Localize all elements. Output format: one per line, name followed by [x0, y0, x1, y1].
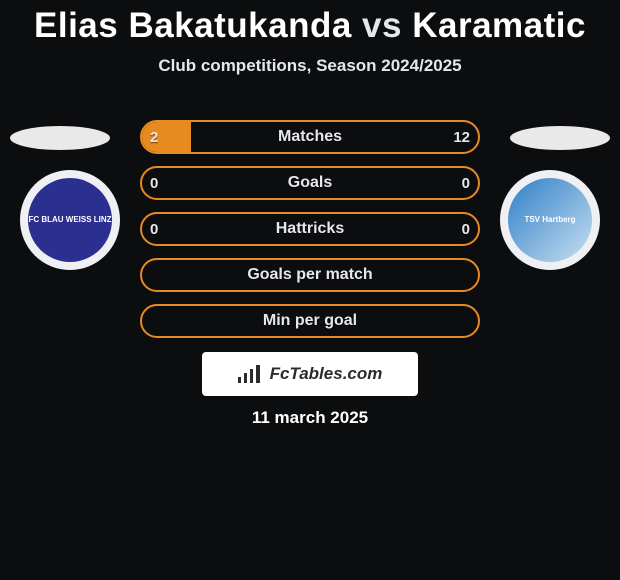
right-team-badge: TSV Hartberg	[500, 170, 600, 270]
page-title: Elias Bakatukanda vs Karamatic	[0, 0, 620, 46]
stat-bar-label: Min per goal	[140, 304, 480, 338]
comparison-card: Elias Bakatukanda vs Karamatic Club comp…	[0, 0, 620, 450]
left-platform-oval	[10, 126, 110, 150]
left-team-logo: FC BLAU WEISS LINZ	[28, 178, 112, 262]
stat-row: Goals per match	[140, 258, 480, 292]
stat-bar-label: Hattricks	[140, 212, 480, 246]
stat-bar-right-value: 0	[462, 212, 470, 246]
title-left-player: Elias Bakatukanda	[34, 6, 352, 45]
stat-row: Min per goal	[140, 304, 480, 338]
stat-bar-right-value: 0	[462, 166, 470, 200]
stat-bar-left-value: 0	[150, 212, 158, 246]
stat-row: Matches2 12	[140, 120, 480, 154]
stat-bar-right-value: 12	[453, 120, 470, 154]
title-right-player: Karamatic	[412, 6, 586, 45]
stat-bar-left-value: 2	[150, 120, 158, 154]
title-vs: vs	[352, 6, 412, 45]
bar-chart-icon	[238, 365, 260, 383]
stat-bar-label: Goals per match	[140, 258, 480, 292]
right-team-logo: TSV Hartberg	[508, 178, 592, 262]
right-platform-oval	[510, 126, 610, 150]
stat-bar-label: Goals	[140, 166, 480, 200]
date-label: 11 march 2025	[0, 408, 620, 428]
stat-bar-left-value: 0	[150, 166, 158, 200]
subtitle: Club competitions, Season 2024/2025	[0, 56, 620, 76]
bar-chart-icon-bar	[250, 369, 253, 383]
stat-row: Goals0 0	[140, 166, 480, 200]
source-tag: FcTables.com	[202, 352, 418, 396]
stat-rows: Matches212Goals00Hattricks00Goals per ma…	[140, 120, 480, 350]
left-team-badge: FC BLAU WEISS LINZ	[20, 170, 120, 270]
bar-chart-icon-bar	[244, 373, 247, 383]
bar-chart-icon-bar	[238, 377, 241, 383]
stat-bar-label: Matches	[140, 120, 480, 154]
bar-chart-icon-bar	[256, 365, 259, 383]
stat-row: Hattricks0 0	[140, 212, 480, 246]
source-tag-text: FcTables.com	[270, 364, 383, 384]
